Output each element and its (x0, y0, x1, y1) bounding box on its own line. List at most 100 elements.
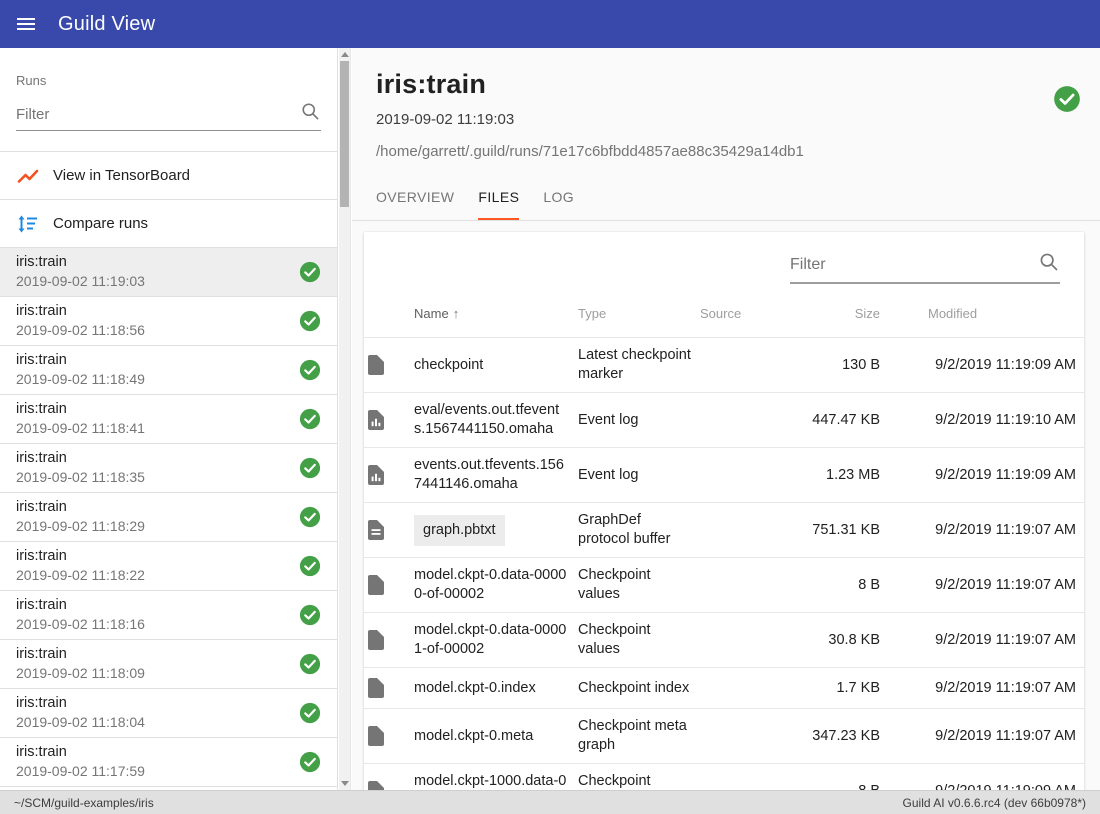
file-name-link[interactable]: model.ckpt-0.meta (414, 727, 534, 744)
file-size: 30.8 KB (788, 612, 888, 668)
file-source (700, 667, 788, 709)
scroll-down-arrow-icon[interactable] (341, 781, 349, 786)
file-type: Checkpoint index (578, 667, 700, 709)
run-list-item[interactable]: iris:train 2019-09-02 11:18:56 (0, 297, 337, 346)
run-item-label: iris:train (16, 646, 67, 662)
vertical-scrollbar[interactable] (339, 48, 351, 790)
run-list-item[interactable]: iris:train 2019-09-02 11:18:04 (0, 689, 337, 738)
file-icon (364, 676, 406, 700)
run-list-item[interactable]: iris:train 2019-09-02 11:18:35 (0, 444, 337, 493)
file-table-row[interactable]: checkpoint Latest checkpoint marker 130 … (364, 337, 1084, 393)
runs-filter-row (0, 88, 337, 131)
column-header-size[interactable]: Size (854, 306, 880, 321)
file-name-link[interactable]: eval/events.out.tfevents.1567441150.omah… (414, 402, 560, 437)
run-list-item[interactable]: iris:train 2019-09-02 11:18:29 (0, 493, 337, 542)
file-table-row[interactable]: graph.pbtxt GraphDef protocol buffer 751… (364, 502, 1084, 558)
tab-files[interactable]: FILES (478, 177, 520, 220)
file-type: Event log (578, 447, 700, 503)
column-header-source[interactable]: Source (700, 306, 742, 321)
file-icon (364, 779, 406, 790)
search-icon (1038, 251, 1060, 278)
file-source (700, 708, 788, 764)
file-table-row[interactable]: events.out.tfevents.1567441146.omaha Eve… (364, 447, 1084, 503)
runs-filter-input[interactable] (16, 100, 290, 130)
run-item-timestamp: 2019-09-02 11:18:56 (16, 322, 145, 338)
column-header-modified[interactable]: Modified (928, 306, 978, 321)
run-list-item[interactable]: iris:train 2019-09-02 11:18:22 (0, 542, 337, 591)
run-item-timestamp: 2019-09-02 11:17:59 (16, 763, 145, 779)
files-filter-row (364, 232, 1084, 286)
file-size: 751.31 KB (788, 502, 888, 558)
menu-button[interactable] (0, 0, 52, 48)
file-table-row[interactable]: model.ckpt-0.meta Checkpoint meta graph … (364, 708, 1084, 764)
file-table-row[interactable]: model.ckpt-0.data-00001-of-00002 Checkpo… (364, 612, 1084, 668)
run-item-timestamp: 2019-09-02 11:18:49 (16, 371, 145, 387)
file-type: Checkpoint meta graph (578, 708, 700, 764)
tab-overview[interactable]: OVERVIEW (376, 189, 455, 205)
run-item-label: iris:train (16, 303, 67, 319)
file-modified: 9/2/2019 11:19:09 AM (888, 447, 1084, 503)
file-name-link[interactable]: events.out.tfevents.1567441146.omaha (414, 457, 564, 492)
compare-runs-button[interactable]: Compare runs (0, 200, 337, 248)
run-item-timestamp: 2019-09-02 11:18:29 (16, 518, 145, 534)
files-filter-input[interactable] (790, 251, 1030, 282)
top-app-bar: Guild View (0, 0, 1100, 48)
file-table-row[interactable]: model.ckpt-0.index Checkpoint index 1.7 … (364, 667, 1084, 709)
file-size: 8 B (788, 763, 888, 790)
run-item-label: iris:train (16, 352, 67, 368)
run-list-item[interactable]: iris:train 2019-09-02 11:18:16 (0, 591, 337, 640)
run-item-timestamp: 2019-09-02 11:18:04 (16, 714, 145, 730)
file-table-row[interactable]: eval/events.out.tfevents.1567441150.omah… (364, 392, 1084, 448)
run-list-item[interactable]: iris:train 2019-09-02 11:17:59 (0, 738, 337, 787)
view-in-tensorboard-label: View in TensorBoard (53, 167, 191, 184)
file-name-link[interactable]: graph.pbtxt (414, 514, 505, 546)
runs-section-label: Runs (16, 73, 47, 88)
tab-log[interactable]: LOG (543, 189, 575, 205)
run-item-timestamp: 2019-09-02 11:18:22 (16, 567, 145, 583)
run-directory-path: /home/garrett/.guild/runs/71e17c6bfbdd48… (376, 143, 804, 160)
file-source (700, 447, 788, 503)
app-title: Guild View (58, 12, 156, 35)
run-list-item[interactable]: iris:train 2019-09-02 11:19:03 (0, 248, 337, 297)
run-success-icon (299, 506, 321, 528)
status-bar: ~/SCM/guild-examples/iris Guild AI v0.6.… (0, 790, 1100, 814)
file-source (700, 502, 788, 558)
file-type: Checkpoint values (578, 612, 700, 668)
file-modified: 9/2/2019 11:19:09 AM (888, 337, 1084, 393)
run-list-item[interactable]: iris:train 2019-09-02 11:18:41 (0, 395, 337, 444)
column-header-name[interactable]: Name ↑ (414, 306, 460, 321)
run-list: iris:train 2019-09-02 11:19:03 iris:trai… (0, 248, 337, 787)
file-table-row[interactable]: model.ckpt-1000.data-00000-of-00002 Chec… (364, 763, 1084, 790)
scroll-up-arrow-icon[interactable] (341, 52, 349, 57)
file-name-link[interactable]: model.ckpt-1000.data-00000-of-00002 (414, 773, 567, 789)
file-name-link[interactable]: model.ckpt-0.data-00001-of-00002 (414, 622, 567, 657)
file-modified: 9/2/2019 11:19:09 AM (888, 763, 1084, 790)
run-success-icon (299, 310, 321, 332)
file-source (700, 337, 788, 393)
file-modified: 9/2/2019 11:19:07 AM (888, 612, 1084, 668)
run-success-icon (299, 702, 321, 724)
run-item-label: iris:train (16, 744, 67, 760)
file-icon (364, 724, 406, 748)
run-item-label: iris:train (16, 254, 67, 270)
file-type: Event log (578, 392, 700, 448)
project-path: ~/SCM/guild-examples/iris (14, 795, 154, 810)
file-name-link[interactable]: checkpoint (414, 356, 484, 373)
file-name-link[interactable]: model.ckpt-0.index (414, 679, 536, 696)
file-size: 347.23 KB (788, 708, 888, 764)
column-header-type[interactable]: Type (578, 306, 607, 321)
scrollbar-thumb[interactable] (340, 61, 349, 207)
file-table-row[interactable]: model.ckpt-0.data-00000-of-00002 Checkpo… (364, 557, 1084, 613)
file-modified: 9/2/2019 11:19:07 AM (888, 557, 1084, 613)
run-list-item[interactable]: iris:train 2019-09-02 11:18:09 (0, 640, 337, 689)
file-icon (364, 353, 406, 377)
run-success-icon (299, 408, 321, 430)
view-in-tensorboard-button[interactable]: View in TensorBoard (0, 152, 337, 200)
file-name-link[interactable]: model.ckpt-0.data-00000-of-00002 (414, 567, 567, 602)
run-list-item[interactable]: iris:train 2019-09-02 11:18:49 (0, 346, 337, 395)
run-success-icon (299, 359, 321, 381)
files-table: Name ↑ Type Source Size Modified check (364, 294, 1084, 790)
file-source (700, 392, 788, 448)
file-chart-icon (364, 463, 406, 487)
